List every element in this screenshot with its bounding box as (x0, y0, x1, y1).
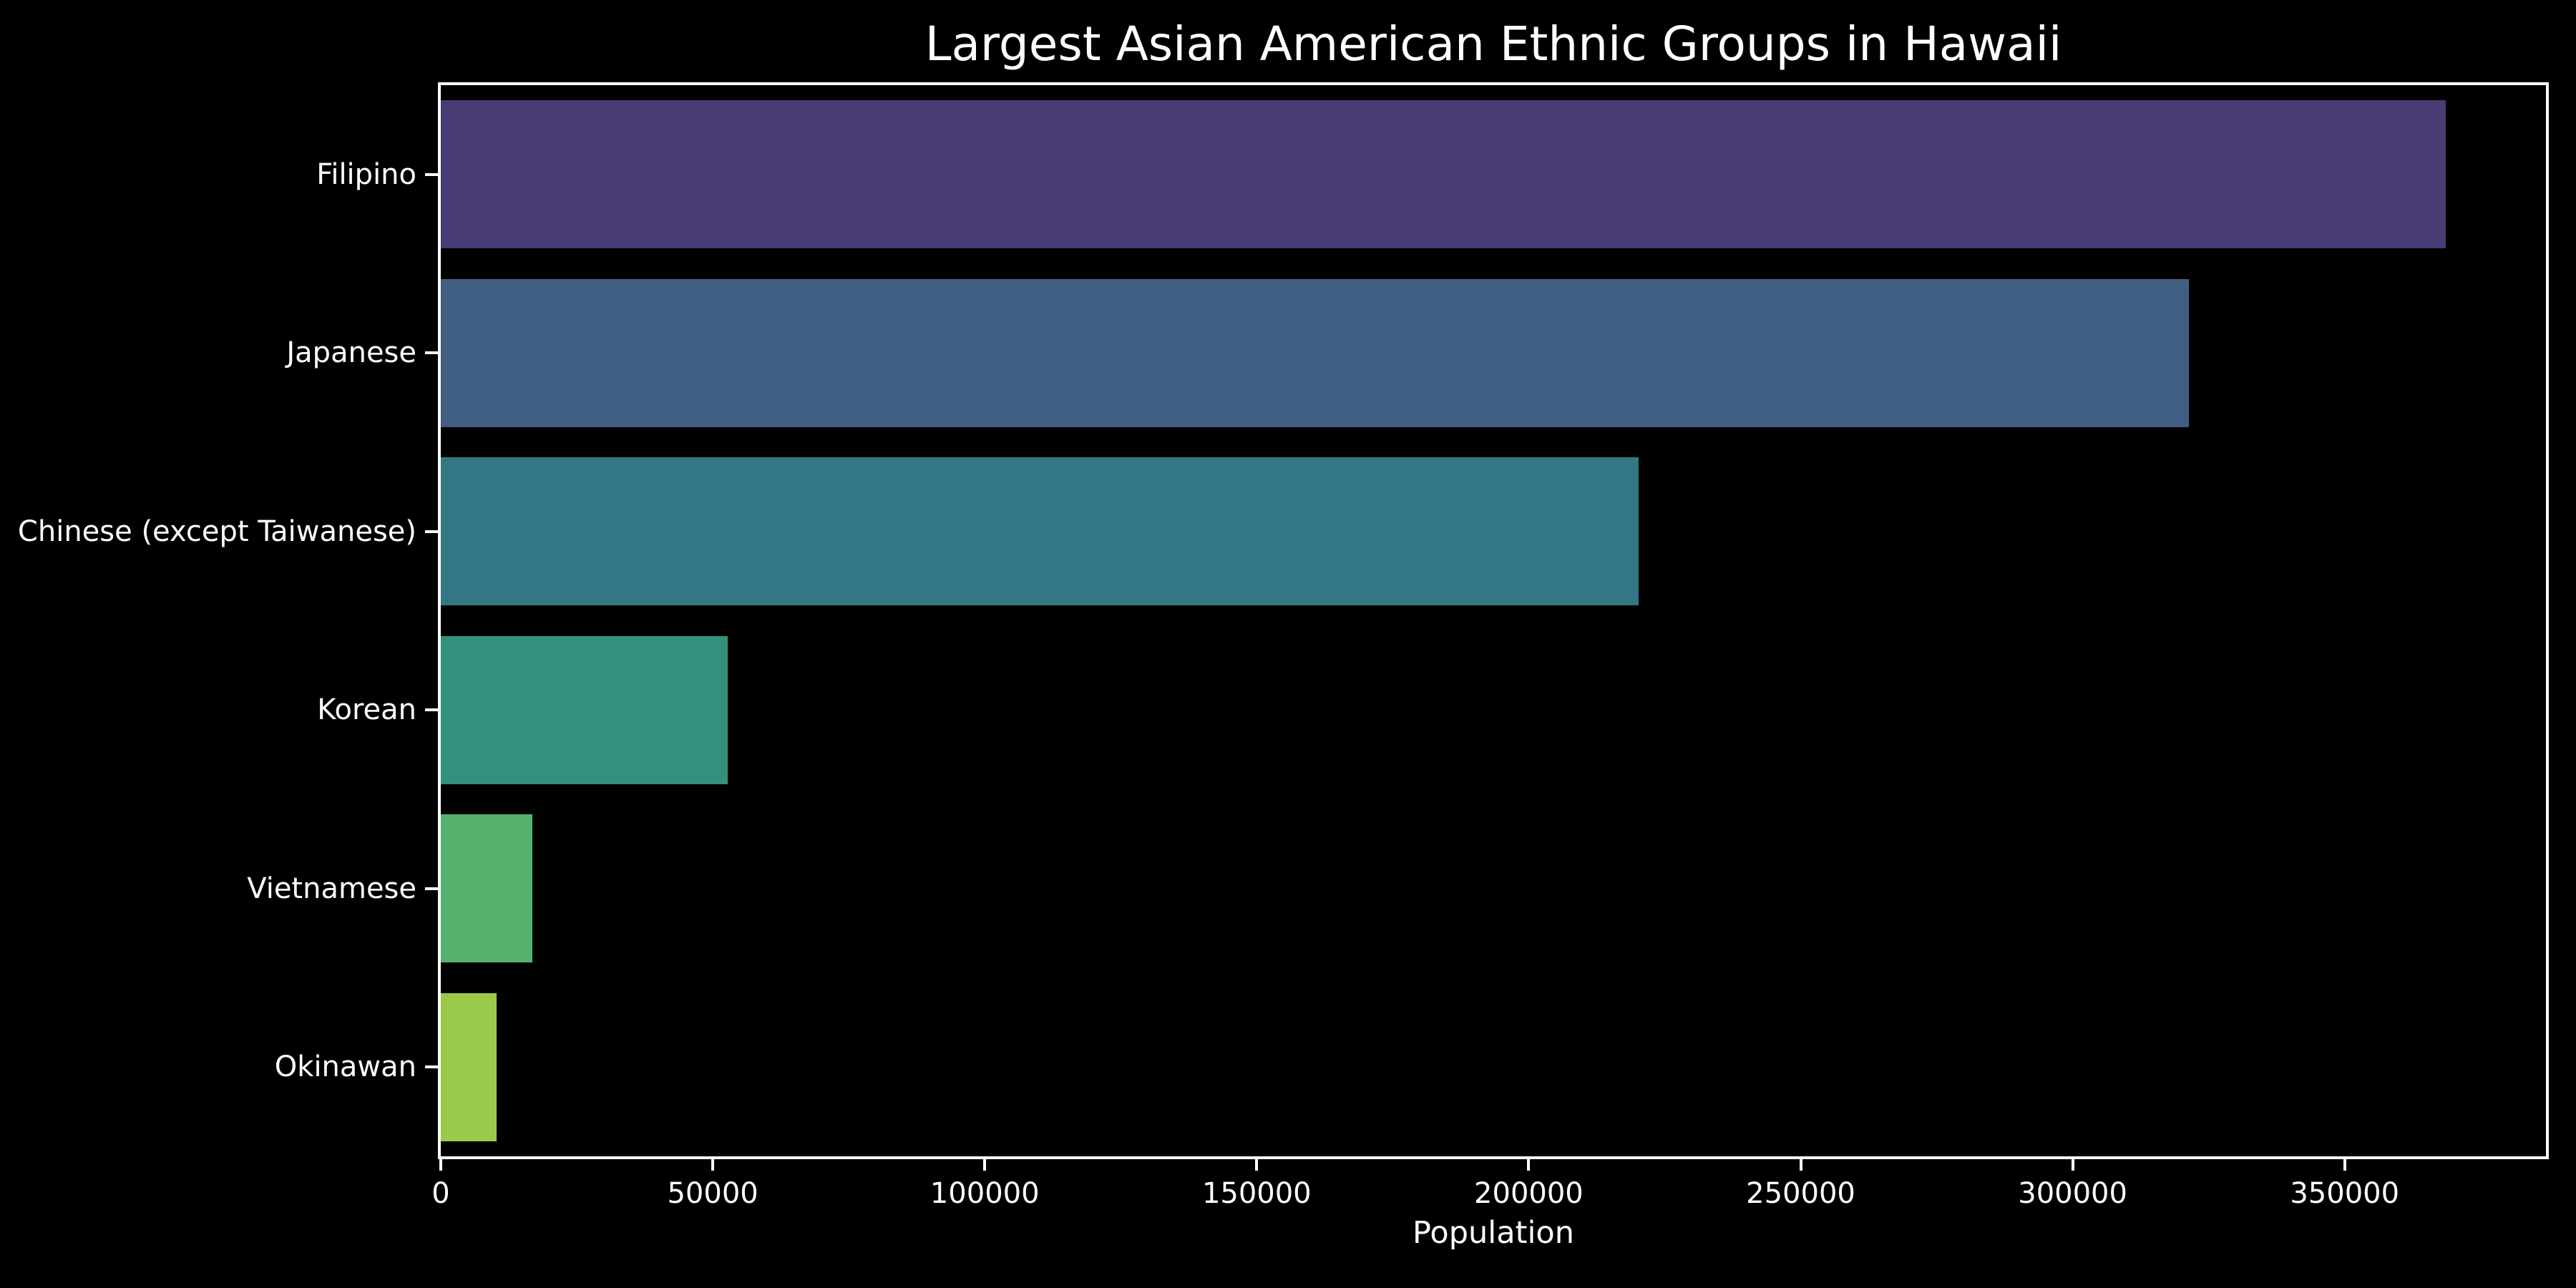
x-tick-label: 300000 (2018, 1177, 2127, 1210)
y-tick-label: Filipino (316, 157, 416, 191)
x-tick-mark (1799, 1159, 1802, 1171)
y-tick-mark (425, 530, 438, 533)
bar-okinawan (441, 992, 497, 1141)
bar-chinese-except-taiwanese (441, 457, 1639, 606)
y-tick-label: Vietnamese (247, 872, 416, 905)
x-tick-label: 350000 (2290, 1177, 2400, 1210)
x-tick-mark (1527, 1159, 1531, 1171)
y-tick-mark (425, 351, 438, 355)
plot-area (438, 82, 2549, 1159)
x-tick-mark (711, 1159, 715, 1171)
x-tick-label: 0 (431, 1177, 450, 1210)
x-tick-mark (2343, 1159, 2346, 1171)
x-tick-label: 50000 (667, 1177, 758, 1210)
bar-vietnamese (441, 814, 533, 963)
bar-japanese (441, 278, 2189, 427)
x-tick-label: 250000 (1746, 1177, 1855, 1210)
y-tick-mark (425, 887, 438, 890)
x-tick-mark (1255, 1159, 1259, 1171)
bar-filipino (441, 100, 2446, 249)
y-tick-label: Chinese (except Taiwanese) (17, 514, 416, 548)
y-tick-label: Japanese (286, 336, 416, 370)
y-tick-mark (425, 1065, 438, 1069)
y-tick-mark (425, 708, 438, 712)
x-tick-label: 200000 (1474, 1177, 1584, 1210)
chart-title: Largest Asian American Ethnic Groups in … (924, 16, 2062, 72)
x-tick-label: 150000 (1201, 1177, 1312, 1210)
bar-korean (441, 635, 728, 784)
x-tick-mark (983, 1159, 987, 1171)
y-tick-label: Korean (317, 693, 416, 727)
y-tick-label: Okinawan (274, 1050, 416, 1084)
x-axis-label: Population (1413, 1215, 1574, 1251)
x-tick-label: 100000 (930, 1177, 1040, 1210)
x-tick-mark (439, 1159, 442, 1171)
y-tick-mark (425, 172, 438, 176)
x-tick-mark (2071, 1159, 2074, 1171)
